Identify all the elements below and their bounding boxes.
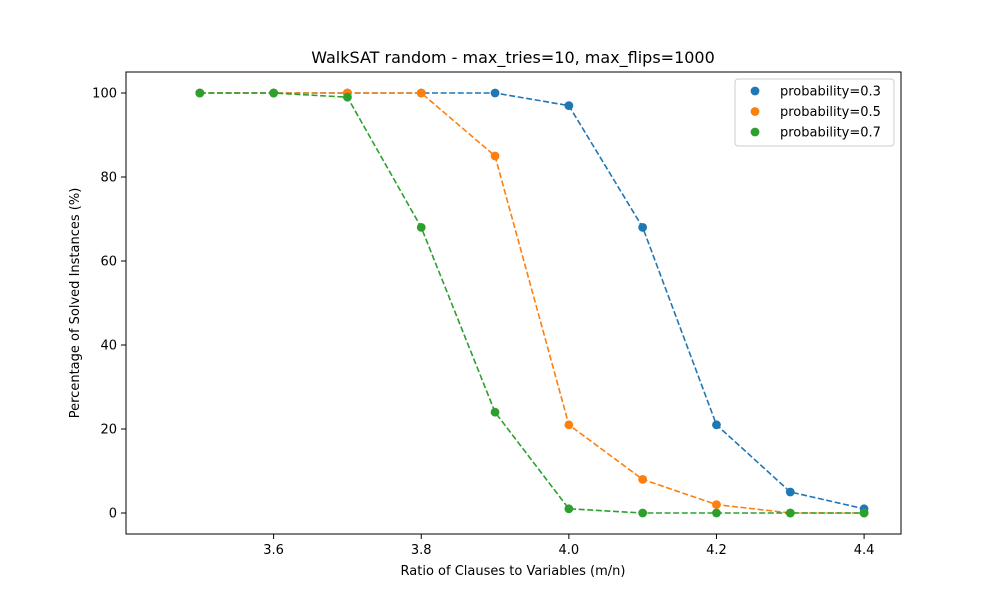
x-tick-label: 4.0 [559, 543, 580, 558]
legend: probability=0.3 probability=0.5 probabilit… [734, 78, 895, 147]
series-line [199, 92, 865, 510]
legend-marker [750, 127, 760, 137]
y-tick-label: 20 [100, 423, 117, 438]
legend-marker [750, 107, 760, 116]
x-tick-label: 4.2 [706, 543, 727, 558]
data-point [416, 88, 426, 98]
y-tick-label: 40 [100, 339, 117, 354]
data-point [712, 508, 721, 518]
series-line [199, 92, 865, 514]
data-point [490, 407, 500, 417]
data-point [564, 420, 574, 430]
legend-label: probability=0.5 [780, 105, 881, 120]
data-point [490, 88, 500, 98]
y-axis: 0 20 40 60 80 100 [92, 87, 126, 522]
x-axis: 3.6 3.8 4.0 4.2 4.4 [263, 534, 874, 558]
legend-box [734, 78, 895, 147]
plot-series [195, 88, 869, 518]
data-point [416, 223, 426, 232]
chart-title: WalkSAT random - max_tries=10, max_flips… [311, 48, 715, 68]
x-tick-label: 3.8 [411, 543, 432, 558]
data-point [859, 508, 869, 518]
y-tick-label: 60 [100, 255, 117, 270]
series-group [195, 88, 869, 518]
data-point [195, 88, 205, 98]
x-tick-label: 4.4 [854, 543, 875, 558]
x-axis-title: Ratio of Clauses to Variables (m/n) [401, 564, 626, 579]
y-tick-label: 100 [92, 87, 117, 102]
data-point [638, 223, 648, 232]
data-point [269, 88, 279, 98]
data-point [564, 504, 574, 514]
legend-marker [750, 86, 760, 96]
data-point [638, 508, 648, 518]
y-tick-label: 0 [109, 507, 117, 522]
series-line [199, 92, 865, 514]
data-point [712, 500, 721, 509]
data-point [785, 508, 795, 518]
y-tick-label: 80 [100, 171, 117, 186]
data-point [785, 487, 795, 497]
legend-label: probability=0.3 [780, 85, 881, 100]
data-point [712, 420, 721, 430]
data-point [343, 92, 352, 102]
data-point [490, 151, 500, 161]
data-point [564, 101, 574, 110]
data-point [638, 475, 648, 484]
x-tick-label: 3.6 [263, 543, 284, 558]
legend-label: probability=0.7 [780, 126, 881, 141]
y-axis-title: Percentage of Solved Instances (%) [68, 188, 83, 419]
plot-area-frame [125, 71, 902, 535]
